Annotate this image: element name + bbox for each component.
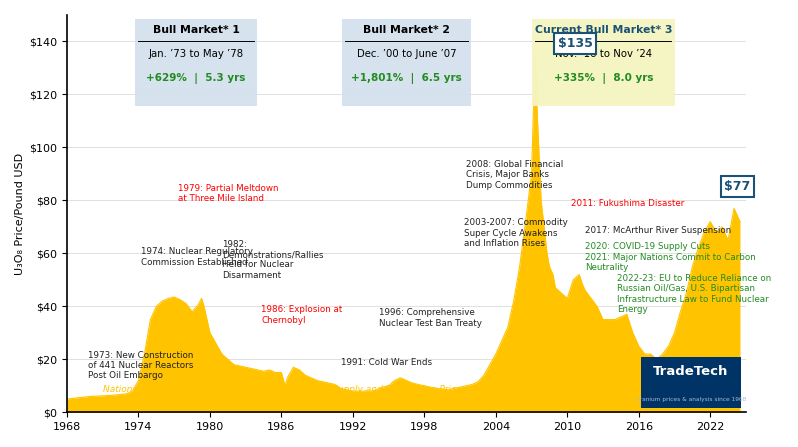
- Text: 1982:
Demonstrations/Rallies
Held for Nuclear
Disarmament: 1982: Demonstrations/Rallies Held for Nu…: [222, 240, 323, 280]
- Text: 2011: Fukushima Disaster: 2011: Fukushima Disaster: [571, 199, 684, 208]
- Text: +1,801%  |  6.5 yrs: +1,801% | 6.5 yrs: [351, 72, 462, 84]
- Text: 1991: Cold War Ends: 1991: Cold War Ends: [341, 358, 432, 367]
- Text: 2020: COVID-19 Supply Cuts: 2020: COVID-19 Supply Cuts: [585, 242, 710, 251]
- Text: 2022-23: EU to Reduce Reliance on
Russian Oil/Gas, U.S. Bipartisan
Infrastructur: 2022-23: EU to Reduce Reliance on Russia…: [618, 274, 772, 314]
- Text: Bull Market* 2: Bull Market* 2: [363, 25, 450, 35]
- Text: 1973: New Construction
of 441 Nuclear Reactors
Post Oil Embargo: 1973: New Construction of 441 Nuclear Re…: [89, 351, 194, 380]
- Text: +335%  |  8.0 yrs: +335% | 8.0 yrs: [554, 72, 653, 84]
- Text: $135: $135: [558, 37, 593, 50]
- Text: uranium prices & analysis since 1968: uranium prices & analysis since 1968: [636, 397, 746, 402]
- Text: 2008: Global Financial
Crisis, Major Banks
Dump Commodities: 2008: Global Financial Crisis, Major Ban…: [466, 160, 563, 190]
- Text: 1996: Comprehensive
Nuclear Test Ban Treaty: 1996: Comprehensive Nuclear Test Ban Tre…: [379, 308, 482, 328]
- FancyBboxPatch shape: [532, 19, 674, 106]
- Text: Jan. ’73 to May ’78: Jan. ’73 to May ’78: [148, 49, 243, 59]
- Text: Bull Market* 1: Bull Market* 1: [152, 25, 239, 35]
- Text: 1974: Nuclear Regulatory
Commission Established: 1974: Nuclear Regulatory Commission Esta…: [141, 247, 253, 266]
- Text: Nations Stockpile Uranium in Cold War, Increasing Supply and Depressing Prices: Nations Stockpile Uranium in Cold War, I…: [103, 385, 466, 394]
- Text: 2017: McArthur River Suspension: 2017: McArthur River Suspension: [585, 226, 732, 235]
- Text: 1986: Explosion at
Chernobyl: 1986: Explosion at Chernobyl: [261, 305, 342, 325]
- Text: 2021: Major Nations Commit to Carbon
Neutrality: 2021: Major Nations Commit to Carbon Neu…: [585, 253, 756, 272]
- Text: +629%  |  5.3 yrs: +629% | 5.3 yrs: [146, 72, 246, 84]
- Text: $77: $77: [725, 180, 751, 193]
- Text: TradeTech: TradeTech: [654, 365, 729, 378]
- Text: Dec. ’00 to June ’07: Dec. ’00 to June ’07: [357, 49, 456, 59]
- FancyBboxPatch shape: [342, 19, 471, 106]
- FancyBboxPatch shape: [135, 19, 257, 106]
- FancyBboxPatch shape: [641, 357, 741, 408]
- Text: Current Bull Market* 3: Current Bull Market* 3: [535, 25, 672, 35]
- Y-axis label: U₃O₈ Price/Pound USD: U₃O₈ Price/Pound USD: [15, 152, 25, 275]
- Text: 2003-2007: Commodity
Super Cycle Awakens
and Inflation Rises: 2003-2007: Commodity Super Cycle Awakens…: [464, 218, 567, 248]
- Text: 1979: Partial Meltdown
at Three Mile Island: 1979: Partial Meltdown at Three Mile Isl…: [178, 184, 279, 203]
- Text: Nov. ’16 to Nov ’24: Nov. ’16 to Nov ’24: [555, 49, 652, 59]
